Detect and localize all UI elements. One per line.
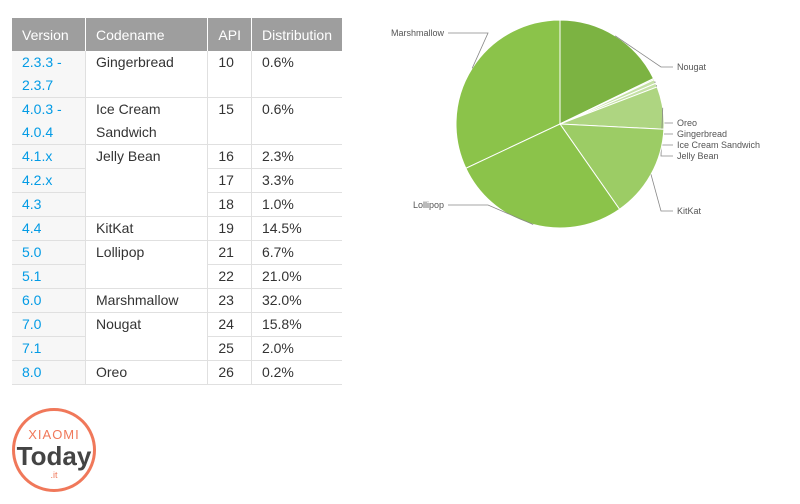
version-link[interactable]: 2.3.3 - 2.3.7	[12, 51, 86, 98]
pie-leader-line	[660, 107, 673, 157]
table-row: 4.2.x 17 3.3%	[12, 168, 342, 193]
table-header-row: Version Codename API Distribution	[12, 18, 342, 51]
pie-label: Gingerbread	[677, 129, 727, 139]
distribution-cell: 3.3%	[250, 168, 342, 193]
distribution-cell: 1.0%	[250, 192, 342, 217]
version-link[interactable]: 4.0.3 - 4.0.4	[12, 97, 86, 145]
version-link[interactable]: 4.4	[12, 216, 86, 241]
api-cell: 19	[207, 216, 252, 241]
distribution-cell: 0.6%	[250, 51, 342, 98]
table-row: 4.0.3 - 4.0.4 Ice Cream Sandwich 15 0.6%	[12, 97, 342, 145]
pie-label: Nougat	[677, 62, 707, 72]
version-link[interactable]: 8.0	[12, 360, 86, 385]
api-cell: 17	[207, 168, 252, 193]
distribution-cell: 0.6%	[250, 97, 342, 145]
codename-cell: Ice Cream Sandwich	[84, 97, 208, 145]
api-cell: 25	[207, 336, 252, 361]
table-row: 6.0 Marshmallow 23 32.0%	[12, 288, 342, 313]
pie-label: KitKat	[677, 206, 702, 216]
table-row: 4.1.x Jelly Bean 16 2.3%	[12, 144, 342, 217]
distribution-table: Version Codename API Distribution 2.3.3 …	[12, 18, 342, 385]
api-cell: 26	[207, 360, 252, 385]
pie-label: Ice Cream Sandwich	[677, 140, 760, 150]
api-cell: 15	[207, 97, 252, 145]
api-cell: 18	[207, 192, 252, 217]
codename-cell: Nougat	[84, 312, 208, 361]
distribution-cell: 21.0%	[250, 264, 342, 289]
api-cell: 23	[207, 288, 252, 313]
api-cell: 22	[207, 264, 252, 289]
distribution-cell: 14.5%	[250, 216, 342, 241]
table-row: 7.1 25 2.0%	[12, 336, 342, 361]
version-link[interactable]: 7.1	[12, 336, 86, 361]
pie-slice-kitkat	[559, 123, 665, 210]
distribution-cell: 6.7%	[250, 240, 342, 265]
pie-label: Lollipop	[413, 200, 444, 210]
header-version: Version	[12, 18, 86, 51]
watermark-brand: XIAOMI	[28, 427, 80, 442]
codename-cell: KitKat	[84, 216, 208, 241]
api-cell: 21	[207, 240, 252, 265]
header-distribution: Distribution	[250, 18, 342, 51]
pie-slice-nougat	[559, 19, 655, 125]
header-api: API	[207, 18, 252, 51]
table-row: 5.0 Lollipop 21 6.7%	[12, 240, 342, 289]
codename-cell: Jelly Bean	[84, 144, 208, 217]
table-row: 8.0 Oreo 26 0.2%	[12, 360, 342, 385]
pie-label: Marshmallow	[391, 28, 445, 38]
table-row: 2.3.3 - 2.3.7 Gingerbread 10 0.6%	[12, 51, 342, 98]
table-row: 5.1 22 21.0%	[12, 264, 342, 289]
distribution-cell: 2.3%	[250, 144, 342, 169]
distribution-cell: 15.8%	[250, 312, 342, 337]
version-link[interactable]: 4.3	[12, 192, 86, 217]
table-row: 4.4 KitKat 19 14.5%	[12, 216, 342, 241]
api-cell: 24	[207, 312, 252, 337]
pie-leader-line	[614, 35, 673, 68]
codename-cell: Oreo	[84, 360, 208, 385]
distribution-cell: 0.2%	[250, 360, 342, 385]
version-link[interactable]: 6.0	[12, 288, 86, 313]
watermark-word: Today	[16, 441, 92, 471]
version-link[interactable]: 7.0	[12, 312, 86, 337]
version-link[interactable]: 5.1	[12, 264, 86, 289]
watermark-suffix: .it	[50, 470, 58, 480]
codename-cell: Marshmallow	[84, 288, 208, 313]
version-link[interactable]: 4.1.x	[12, 144, 86, 169]
codename-cell: Lollipop	[84, 240, 208, 289]
header-codename: Codename	[84, 18, 208, 51]
distribution-cell: 2.0%	[250, 336, 342, 361]
pie-leader-line	[448, 204, 534, 225]
distribution-cell: 32.0%	[250, 288, 342, 313]
watermark-logo: XIAOMI Today .it	[12, 408, 96, 492]
version-link[interactable]: 4.2.x	[12, 168, 86, 193]
pie-slice-marshmallow	[455, 19, 561, 169]
table-row: 7.0 Nougat 24 15.8%	[12, 312, 342, 361]
pie-label: Jelly Bean	[677, 151, 719, 161]
table-row: 4.3 18 1.0%	[12, 192, 342, 217]
api-cell: 10	[207, 51, 252, 98]
pie-label: Oreo	[677, 118, 697, 128]
api-cell: 16	[207, 144, 252, 169]
pie-leader-line	[448, 32, 489, 69]
codename-cell: Gingerbread	[84, 51, 208, 98]
version-link[interactable]: 5.0	[12, 240, 86, 265]
pie-leader-line	[650, 174, 673, 212]
